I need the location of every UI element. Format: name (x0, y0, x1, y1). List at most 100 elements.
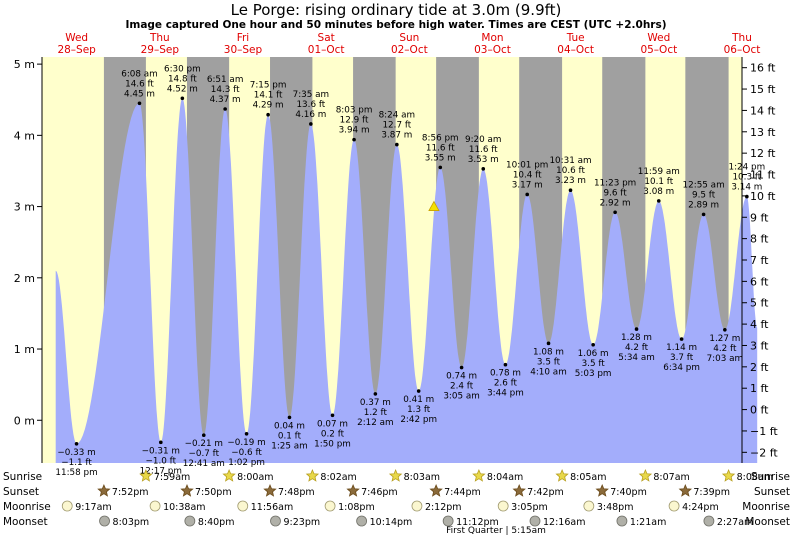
day-date: 03–Oct (474, 44, 511, 56)
tide-point (723, 328, 727, 332)
moon-icon (497, 500, 509, 512)
tide-label: 1:02 pm (228, 458, 265, 468)
tide-label: 4.52 m (167, 84, 198, 94)
tide-label: 1.14 m (666, 343, 697, 353)
tide-label: 10.6 ft (556, 166, 585, 176)
tide-label: −0.7 ft (188, 449, 219, 459)
right-tick-label: 7 ft (750, 254, 769, 267)
left-tick-label: 4 m (14, 129, 35, 142)
current-tide-marker (428, 200, 440, 211)
tide-point (352, 137, 356, 142)
tide-point (416, 389, 421, 393)
tide-label: 10:31 am (549, 156, 591, 166)
row-time: 7:48pm (278, 487, 315, 498)
tide-label: 2.92 m (600, 198, 631, 208)
tide-point (287, 415, 292, 420)
left-tick-label: 5 m (14, 58, 35, 71)
row-time: 7:46pm (361, 487, 398, 498)
star-icon (678, 483, 692, 497)
moon-icon (184, 515, 196, 527)
row-time: 7:42pm (527, 487, 564, 498)
tide-point (591, 342, 595, 347)
tide-label: 7:03 am (707, 354, 744, 364)
left-tick-label: 0 m (14, 414, 35, 427)
tide-label: 1.28 m (621, 333, 652, 343)
right-tick-label: 16 ft (750, 62, 776, 75)
tide-point (525, 192, 530, 197)
star-icon (555, 468, 569, 482)
tide-label: 3.23 m (555, 176, 586, 186)
tide-label: 7:35 am (293, 90, 330, 100)
star-icon (305, 468, 320, 482)
tide-label: 14.6 ft (125, 79, 154, 89)
tide-point (634, 327, 639, 331)
right-tick-label: −2 ft (750, 446, 778, 459)
tide-label: −0.21 m (185, 439, 223, 449)
day-name: Fri (237, 32, 250, 44)
moon-icon (616, 515, 628, 527)
tide-label: 2:42 pm (400, 415, 437, 425)
tide-label: 11.6 ft (426, 143, 455, 153)
moon-icon (99, 515, 110, 527)
tide-label: 5:34 am (618, 353, 655, 363)
right-tick-label: 4 ft (750, 318, 769, 331)
tide-label: 6:08 am (121, 69, 158, 79)
tide-label: 3.55 m (425, 153, 456, 163)
day-name: Thu (731, 32, 752, 44)
tide-point (266, 112, 270, 117)
row-label-right: Moonrise (742, 501, 790, 513)
day-date: 05–Oct (640, 44, 677, 56)
tide-point (568, 188, 573, 192)
chart-title: Le Porge: rising ordinary tide at 3.0m (… (231, 1, 562, 19)
row-label-left: Sunset (3, 486, 39, 498)
right-tick-label: 1 ft (750, 382, 769, 395)
day-name: Wed (65, 32, 88, 44)
tide-point (180, 96, 185, 101)
tide-label: 3.87 m (381, 131, 412, 141)
right-tick-label: 11 ft (750, 169, 776, 182)
day-name: Sat (318, 32, 335, 44)
right-tick-label: 6 ft (750, 275, 769, 288)
left-tick-label: 3 m (14, 201, 35, 214)
tide-point (701, 212, 706, 217)
tide-label: 0.37 m (360, 398, 391, 408)
right-tick-label: 10 ft (750, 190, 776, 203)
chart-subtitle: Image captured One hour and 50 minutes b… (125, 19, 666, 31)
row-time: 8:05am (570, 472, 606, 483)
tide-label: 10.1 ft (644, 177, 673, 187)
tide-label: 2.89 m (688, 200, 719, 210)
tide-label: 4.2 ft (625, 343, 649, 353)
row-time: 1:21am (630, 517, 666, 528)
row-time: 4:24pm (682, 502, 719, 513)
row-time: 8:00am (237, 472, 273, 483)
right-tick-label: −1 ft (750, 425, 778, 438)
row-time: 9:17am (75, 502, 111, 513)
moon-icon (703, 515, 715, 527)
row-time: 8:07am (653, 472, 689, 483)
tide-label: 12.7 ft (382, 121, 411, 131)
row-time: 7:40pm (610, 487, 647, 498)
row-time: 8:02am (320, 472, 356, 483)
tide-label: 0.78 m (490, 369, 521, 379)
tide-label: 9:20 am (465, 135, 502, 145)
tide-label: 3.7 ft (670, 353, 694, 363)
tide-label: 11:23 pm (594, 178, 636, 188)
row-time: 12:16am (543, 517, 585, 528)
tide-label: 11:59 am (638, 167, 680, 177)
row-time: 2:27am (717, 517, 753, 528)
tide-label: 4.2 ft (713, 344, 737, 354)
right-tick-label: 12 ft (750, 147, 776, 160)
tide-label: 12:41 am (183, 459, 225, 469)
tide-label: 1.08 m (533, 347, 564, 357)
row-time: 7:52pm (112, 487, 149, 498)
tide-point (74, 441, 79, 446)
tide-label: 3.94 m (339, 126, 370, 136)
star-icon (429, 483, 443, 497)
tide-label: 1:50 pm (314, 439, 351, 449)
moon-icon (324, 500, 336, 512)
row-label-right: Sunrise (751, 471, 790, 483)
day-name: Sun (399, 32, 419, 44)
moon-icon (583, 500, 595, 512)
tide-point (613, 210, 617, 215)
